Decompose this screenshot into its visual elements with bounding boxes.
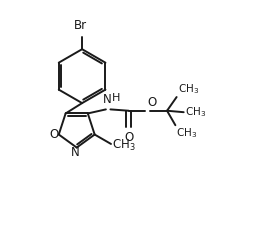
- Text: N: N: [71, 146, 80, 159]
- Text: H: H: [112, 93, 120, 104]
- Text: N: N: [103, 93, 112, 106]
- Text: Br: Br: [74, 19, 87, 33]
- Text: CH$_3$: CH$_3$: [177, 126, 198, 140]
- Text: CH$_3$: CH$_3$: [185, 105, 206, 119]
- Text: O: O: [49, 128, 58, 141]
- Text: O: O: [124, 131, 133, 144]
- Text: O: O: [147, 96, 157, 109]
- Text: CH$_3$: CH$_3$: [112, 138, 136, 152]
- Text: CH$_3$: CH$_3$: [178, 82, 199, 96]
